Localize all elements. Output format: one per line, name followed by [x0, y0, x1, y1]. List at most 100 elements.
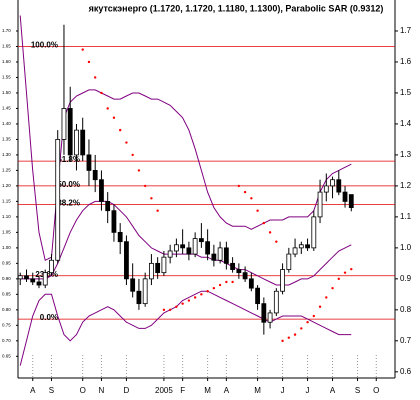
sar-dot: [150, 197, 153, 200]
candle-body: [36, 281, 42, 286]
y-left-tick-label: 1.15: [2, 199, 11, 204]
y-left-tick-label: 1.70: [2, 28, 11, 33]
sar-dot: [156, 209, 159, 212]
candle-body: [348, 194, 354, 208]
fib-label: 50.0%: [57, 180, 80, 189]
y-left-tick-label: 1.00: [2, 245, 11, 250]
candle-body: [167, 250, 173, 258]
y-tick-label: 1.3: [400, 150, 412, 159]
sar-dot: [106, 107, 109, 110]
candle-body: [317, 191, 323, 218]
x-tick-label: O: [373, 386, 379, 395]
candle-body: [74, 129, 79, 156]
sar-dot: [325, 296, 328, 299]
candle-body: [323, 185, 329, 193]
sar-dot: [225, 280, 228, 284]
candle-body: [280, 269, 285, 292]
sar-dot: [237, 184, 241, 188]
candle-body: [211, 253, 217, 261]
candle-body: [273, 290, 279, 314]
candle-body: [261, 303, 267, 323]
y-tick-label: 1.2: [400, 181, 412, 190]
sar-dot: [350, 267, 353, 271]
candle-body: [255, 287, 260, 305]
candle-body: [136, 290, 142, 305]
candle-body: [292, 247, 298, 255]
sar-dot: [187, 299, 191, 302]
candle-body: [142, 278, 148, 305]
candle-body: [192, 238, 198, 255]
candle-body: [17, 275, 23, 280]
y-tick-label: 0.9: [400, 274, 412, 283]
candle-body: [173, 244, 179, 252]
fib-label: 38.2%: [57, 199, 80, 208]
candle-body: [92, 170, 98, 181]
x-tick-label: N: [99, 386, 105, 395]
sar-dot: [318, 305, 322, 308]
sar-dot: [343, 271, 347, 274]
x-tick-label: S: [49, 386, 54, 395]
x-tick-label: A: [330, 386, 336, 395]
y-left-tick-label: 0.65: [2, 353, 11, 358]
candle-body: [42, 272, 48, 286]
candle-body: [86, 154, 92, 171]
y-tick-label: 0.8: [400, 305, 412, 314]
sar-dot: [268, 231, 272, 234]
y-tick-label: 1.6: [400, 57, 412, 66]
sar-dot: [231, 280, 234, 284]
y-left-tick-label: 0.70: [2, 338, 11, 343]
candle-body: [130, 278, 136, 292]
candle-body: [298, 244, 304, 249]
y-tick-label: 1.0: [400, 243, 412, 252]
candle-body: [217, 247, 223, 261]
sar-dot: [162, 308, 166, 312]
candle-body: [242, 272, 248, 280]
candle-body: [30, 278, 36, 283]
y-tick-label: 1.7: [400, 26, 412, 35]
y-tick-label: 0.6: [400, 367, 412, 376]
sar-dot: [81, 48, 84, 51]
sar-dot: [331, 286, 334, 290]
candle-body: [336, 179, 342, 193]
x-tick-label: 2005: [155, 386, 173, 395]
candle-body: [80, 129, 86, 156]
x-tick-label: J: [281, 386, 285, 395]
y-left-tick-label: 0.75: [2, 323, 11, 328]
candle-body: [305, 244, 310, 249]
candle-body: [205, 241, 211, 255]
sar-dot: [287, 336, 291, 339]
sar-dot: [125, 141, 128, 144]
y-tick-label: 1.4: [400, 119, 412, 128]
candle-body: [24, 275, 29, 280]
y-left-tick-label: 1.35: [2, 137, 11, 142]
candle-body: [311, 216, 317, 249]
sar-dot: [275, 240, 278, 243]
candle-body: [111, 210, 117, 233]
x-tick-label: M: [204, 386, 211, 395]
sar-dot: [118, 128, 122, 132]
x-tick-label: F: [180, 386, 185, 395]
candle-body: [161, 256, 167, 274]
y-left-tick-label: 1.10: [2, 214, 11, 219]
candle-body: [149, 262, 154, 280]
candle-body: [124, 241, 129, 280]
candle-body: [230, 262, 236, 270]
candle-body: [186, 247, 192, 255]
sar-dot: [200, 293, 203, 296]
y-left-tick-label: 1.55: [2, 75, 11, 80]
sar-dot: [143, 184, 147, 188]
candle-body: [267, 312, 273, 323]
candle-body: [49, 259, 54, 274]
candle-body: [236, 269, 242, 274]
y-left-tick-label: 1.45: [2, 106, 11, 111]
bollinger-lower: [19, 290, 352, 366]
y-left-tick-label: 0.90: [2, 276, 11, 281]
y-left-tick-label: 1.60: [2, 59, 11, 64]
fib-label: 61.8%: [57, 155, 80, 164]
sar-dot: [281, 339, 284, 343]
candle-body: [198, 238, 204, 243]
sar-dot: [262, 221, 266, 225]
y-left-tick-label: 1.30: [2, 152, 11, 157]
candle-body: [223, 247, 229, 264]
